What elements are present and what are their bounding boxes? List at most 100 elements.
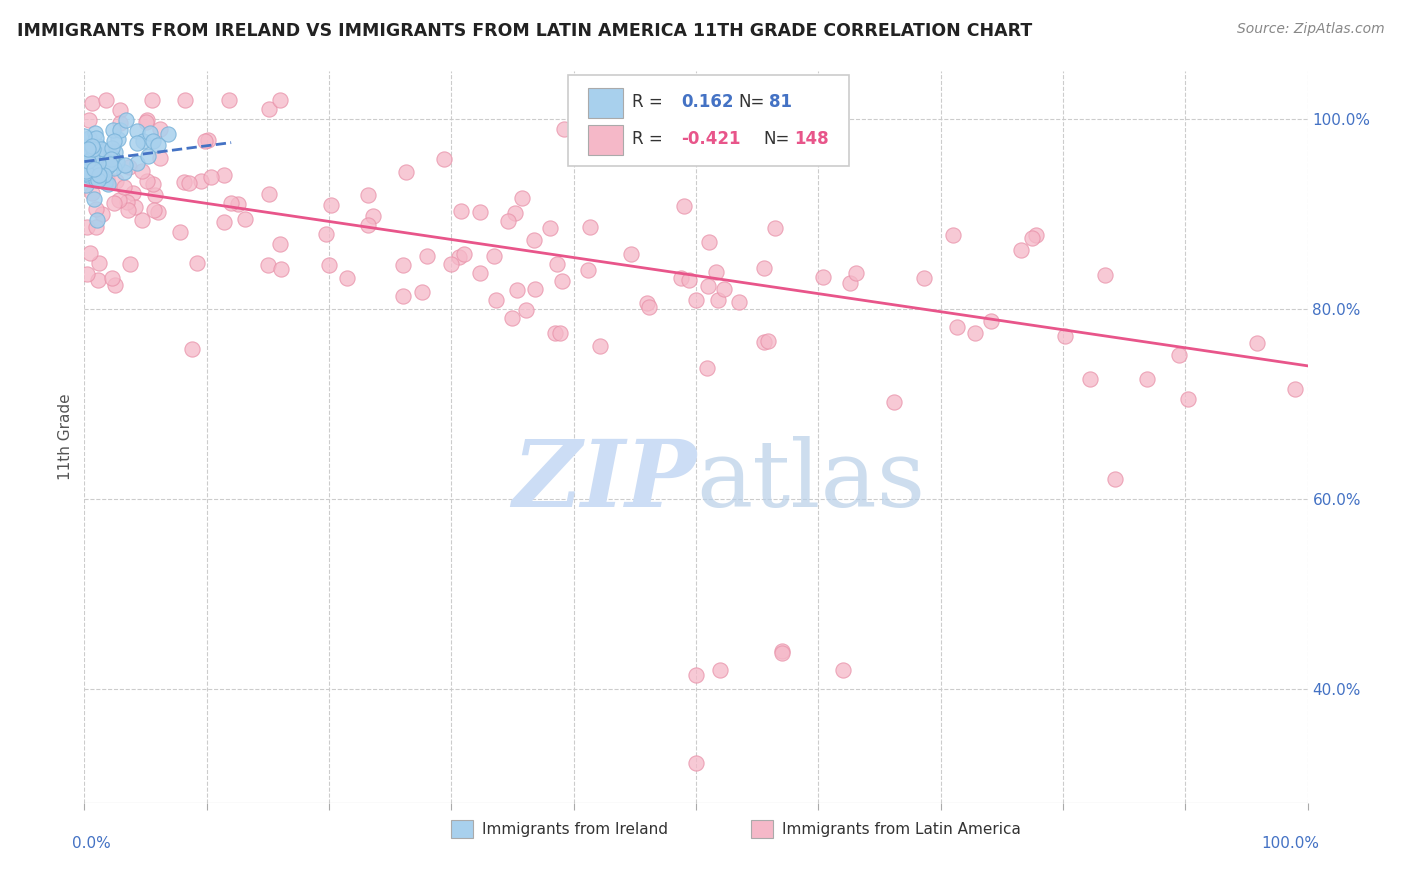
Point — [87, 143, 110, 157]
Point — [269, 236, 291, 251]
Point — [576, 262, 599, 277]
Point — [104, 145, 127, 159]
Point — [212, 215, 235, 229]
Point — [90, 145, 112, 160]
Point — [80, 153, 103, 168]
Point — [87, 151, 110, 165]
Point — [83, 153, 105, 167]
Point — [523, 233, 546, 247]
Point — [83, 161, 105, 176]
FancyBboxPatch shape — [568, 75, 849, 167]
Point — [118, 256, 141, 270]
Point — [76, 165, 98, 179]
Point — [713, 282, 735, 296]
Point — [108, 193, 131, 207]
Point — [482, 249, 505, 263]
Text: N=: N= — [763, 130, 790, 148]
Point — [103, 134, 125, 148]
Point — [186, 256, 208, 270]
Point — [845, 266, 868, 280]
Point — [79, 131, 101, 145]
Text: ZIP: ZIP — [512, 436, 696, 526]
Point — [77, 161, 100, 175]
Point — [79, 143, 101, 157]
Point — [200, 169, 222, 184]
Point — [115, 194, 138, 209]
Point — [103, 161, 125, 175]
Point — [115, 112, 138, 127]
Point — [90, 169, 112, 183]
Point — [754, 260, 776, 275]
Point — [135, 114, 157, 128]
Point — [82, 160, 104, 174]
Point — [139, 126, 162, 140]
Point — [136, 148, 159, 162]
Point — [589, 339, 612, 353]
Point — [174, 93, 197, 107]
Text: atlas: atlas — [696, 436, 925, 526]
Point — [77, 142, 100, 156]
Point — [101, 271, 124, 285]
Text: 0.162: 0.162 — [682, 94, 734, 112]
Point — [449, 250, 471, 264]
Point — [321, 197, 343, 211]
Point — [87, 173, 110, 187]
Point — [86, 139, 108, 153]
Point — [75, 166, 97, 180]
Point — [132, 135, 155, 149]
Point — [547, 257, 569, 271]
Point — [551, 275, 574, 289]
FancyBboxPatch shape — [588, 125, 623, 155]
Point — [93, 150, 115, 164]
Point — [76, 153, 98, 168]
Point — [84, 202, 107, 216]
Y-axis label: 11th Grade: 11th Grade — [58, 393, 73, 481]
Point — [96, 175, 118, 189]
Point — [86, 213, 108, 227]
Point — [76, 268, 98, 282]
Point — [1168, 348, 1191, 362]
Point — [73, 129, 96, 144]
Point — [90, 161, 112, 175]
Point — [86, 158, 108, 172]
Point — [142, 177, 165, 191]
Point — [103, 195, 125, 210]
Point — [450, 203, 472, 218]
Point — [82, 151, 104, 165]
Point — [90, 154, 112, 169]
Point — [127, 156, 149, 170]
Point — [146, 138, 169, 153]
Point — [76, 220, 98, 235]
Point — [84, 172, 107, 186]
Point — [697, 235, 720, 249]
Point — [1025, 228, 1047, 243]
Point — [770, 644, 793, 658]
Point — [125, 136, 148, 151]
Point — [1177, 392, 1199, 407]
Point — [75, 178, 97, 192]
Point — [697, 278, 720, 293]
Point — [108, 123, 131, 137]
Point — [219, 195, 242, 210]
Text: Immigrants from Ireland: Immigrants from Ireland — [482, 822, 668, 837]
Point — [82, 153, 104, 167]
Point — [82, 95, 104, 110]
Point — [763, 221, 786, 235]
Point — [108, 103, 131, 117]
Point — [544, 326, 567, 340]
Point — [117, 203, 139, 218]
Point — [148, 205, 170, 219]
Text: 0.0%: 0.0% — [72, 836, 111, 851]
Point — [79, 246, 101, 260]
Text: IMMIGRANTS FROM IRELAND VS IMMIGRANTS FROM LATIN AMERICA 11TH GRADE CORRELATION : IMMIGRANTS FROM IRELAND VS IMMIGRANTS FR… — [17, 22, 1032, 40]
Point — [678, 273, 700, 287]
Point — [1078, 372, 1101, 386]
Point — [579, 220, 602, 235]
Text: 81: 81 — [769, 94, 793, 112]
Point — [91, 155, 114, 169]
Point — [501, 311, 523, 326]
Point — [1010, 243, 1032, 257]
Point — [538, 220, 561, 235]
Point — [669, 271, 692, 285]
Point — [80, 157, 103, 171]
